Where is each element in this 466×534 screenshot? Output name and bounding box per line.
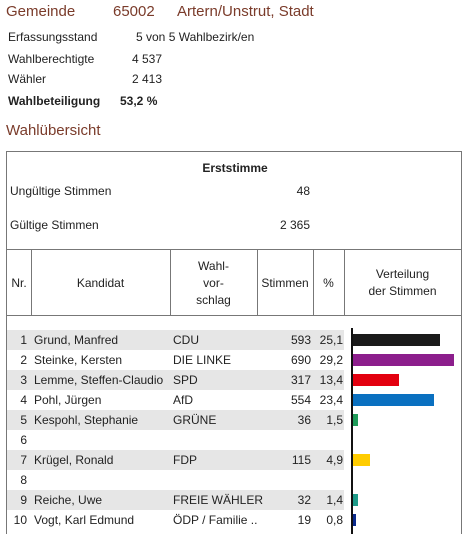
row-prozent: 29,2 bbox=[319, 353, 343, 367]
column-header-stimmen: Stimmen bbox=[261, 275, 309, 290]
row-stimmen: 115 bbox=[291, 453, 311, 467]
ungueltige-value: 48 bbox=[296, 184, 310, 198]
row-nr: 9 bbox=[20, 493, 27, 507]
info-value: 2 413 bbox=[132, 72, 163, 86]
bar-5 bbox=[353, 414, 358, 426]
row-kandidat: Reiche, Uwe bbox=[34, 493, 103, 507]
row-kandidat: Grund, Manfred bbox=[34, 333, 119, 347]
row-prozent: 1,5 bbox=[326, 413, 343, 427]
divider bbox=[257, 249, 258, 315]
divider bbox=[7, 315, 461, 316]
header-name: Artern/Unstrut, Stadt bbox=[177, 3, 314, 20]
info-value: 5 von 5 Wahlbezirk/en bbox=[136, 30, 255, 44]
row-stimmen: 554 bbox=[290, 393, 311, 407]
row-prozent: 13,4 bbox=[319, 373, 343, 387]
row-nr: 3 bbox=[20, 373, 27, 387]
row-stimmen: 19 bbox=[297, 513, 311, 527]
row-kandidat: Lemme, Steffen-Claudio bbox=[34, 373, 164, 387]
table-row: 5 Kespohl, Stephanie GRÜNE 36 1,5 bbox=[7, 410, 344, 430]
row-stimmen: 32 bbox=[297, 493, 311, 507]
row-prozent: 25,1 bbox=[319, 333, 343, 347]
table-row: 8 bbox=[7, 470, 344, 490]
row-wahlvorschlag: ÖDP / Familie .. bbox=[173, 513, 258, 527]
info-label: Erfassungsstand bbox=[8, 30, 98, 44]
column-header-verteilung: Verteilung der Stimmen bbox=[344, 250, 461, 316]
row-wahlvorschlag: FREIE WÄHLER bbox=[173, 493, 264, 507]
row-kandidat: Kespohl, Stephanie bbox=[34, 413, 139, 427]
bar-4 bbox=[353, 394, 434, 406]
table-row: 4 Pohl, Jürgen AfD 554 23,4 bbox=[7, 390, 344, 410]
row-kandidat: Steinke, Kersten bbox=[34, 353, 123, 367]
bar-7 bbox=[353, 454, 370, 466]
chart-axis bbox=[351, 328, 353, 534]
row-nr: 10 bbox=[13, 513, 27, 527]
row-kandidat: Krügel, Ronald bbox=[34, 453, 114, 467]
row-nr: 4 bbox=[20, 393, 27, 407]
row-nr: 8 bbox=[20, 473, 27, 487]
row-stimmen: 593 bbox=[290, 333, 311, 347]
results-table: Erststimme Ungültige Stimmen 48 Gültige … bbox=[6, 151, 462, 534]
bar-2 bbox=[353, 354, 454, 366]
info-label: Wähler bbox=[8, 72, 47, 86]
info-value: 4 537 bbox=[132, 52, 163, 66]
row-prozent: 1,4 bbox=[326, 493, 343, 507]
row-wahlvorschlag: FDP bbox=[173, 453, 197, 467]
column-header-vorschlag-line: schlag bbox=[196, 292, 231, 307]
row-nr: 7 bbox=[20, 453, 27, 467]
row-nr: 1 bbox=[20, 333, 27, 347]
bar-1 bbox=[353, 334, 440, 346]
info-label: Wahlberechtigte bbox=[8, 52, 95, 66]
divider bbox=[31, 249, 32, 315]
info-value: 53,2 % bbox=[120, 94, 158, 108]
column-header-verteilung-line: Verteilung bbox=[375, 267, 430, 281]
column-header-vorschlag-line: vor- bbox=[203, 275, 224, 290]
row-wahlvorschlag: CDU bbox=[173, 333, 199, 347]
erststimme-title: Erststimme bbox=[202, 161, 268, 175]
row-kandidat: Vogt, Karl Edmund bbox=[34, 513, 135, 527]
divider bbox=[313, 249, 314, 315]
bar-9 bbox=[353, 494, 358, 506]
row-prozent: 0,8 bbox=[326, 513, 343, 527]
table-row: 6 bbox=[7, 430, 344, 450]
row-wahlvorschlag: AfD bbox=[173, 393, 194, 407]
row-stimmen: 317 bbox=[290, 373, 311, 387]
column-header-vorschlag: Wahl- vor- schlag bbox=[170, 250, 257, 316]
gueltige-label: Gültige Stimmen bbox=[10, 218, 99, 232]
table-row: 7 Krügel, Ronald FDP 115 4,9 bbox=[7, 450, 344, 470]
column-header-kandidat: Kandidat bbox=[76, 275, 125, 290]
table-row: 2 Steinke, Kersten DIE LINKE 690 29,2 bbox=[7, 350, 344, 370]
gueltige-value: 2 365 bbox=[279, 218, 310, 232]
row-stimmen: 36 bbox=[297, 413, 311, 427]
table-row: 10 Vogt, Karl Edmund ÖDP / Familie .. 19 0,8 bbox=[7, 510, 344, 530]
section-title: Wahlübersicht bbox=[6, 122, 101, 139]
info-label: Wahlbeteiligung bbox=[8, 94, 101, 108]
row-wahlvorschlag: DIE LINKE bbox=[173, 353, 232, 367]
row-nr: 2 bbox=[20, 353, 27, 367]
table-row: 9 Reiche, Uwe FREIE WÄHLER 32 1,4 bbox=[7, 490, 344, 510]
row-wahlvorschlag: SPD bbox=[173, 373, 198, 387]
column-header-nr: Nr. bbox=[11, 275, 27, 290]
row-stimmen: 690 bbox=[290, 353, 311, 367]
row-prozent: 23,4 bbox=[319, 393, 343, 407]
column-header-pct: % bbox=[323, 275, 334, 290]
row-nr: 5 bbox=[20, 413, 27, 427]
table-row: 3 Lemme, Steffen-Claudio SPD 317 13,4 bbox=[7, 370, 344, 390]
header-label: Gemeinde bbox=[6, 3, 76, 20]
ungueltige-label: Ungültige Stimmen bbox=[10, 184, 112, 198]
divider bbox=[170, 249, 171, 315]
divider bbox=[7, 249, 461, 250]
column-header-verteilung-line: der Stimmen bbox=[368, 284, 437, 298]
column-header-vorschlag-line: Wahl- bbox=[198, 258, 229, 273]
row-prozent: 4,9 bbox=[326, 453, 343, 467]
divider bbox=[344, 249, 345, 315]
table-row: 1 Grund, Manfred CDU 593 25,1 bbox=[7, 330, 344, 350]
row-kandidat: Pohl, Jürgen bbox=[34, 393, 102, 407]
bar-10 bbox=[353, 514, 356, 526]
bar-3 bbox=[353, 374, 399, 386]
row-nr: 6 bbox=[20, 433, 27, 447]
header-number: 65002 bbox=[113, 3, 155, 20]
row-wahlvorschlag: GRÜNE bbox=[173, 413, 217, 427]
